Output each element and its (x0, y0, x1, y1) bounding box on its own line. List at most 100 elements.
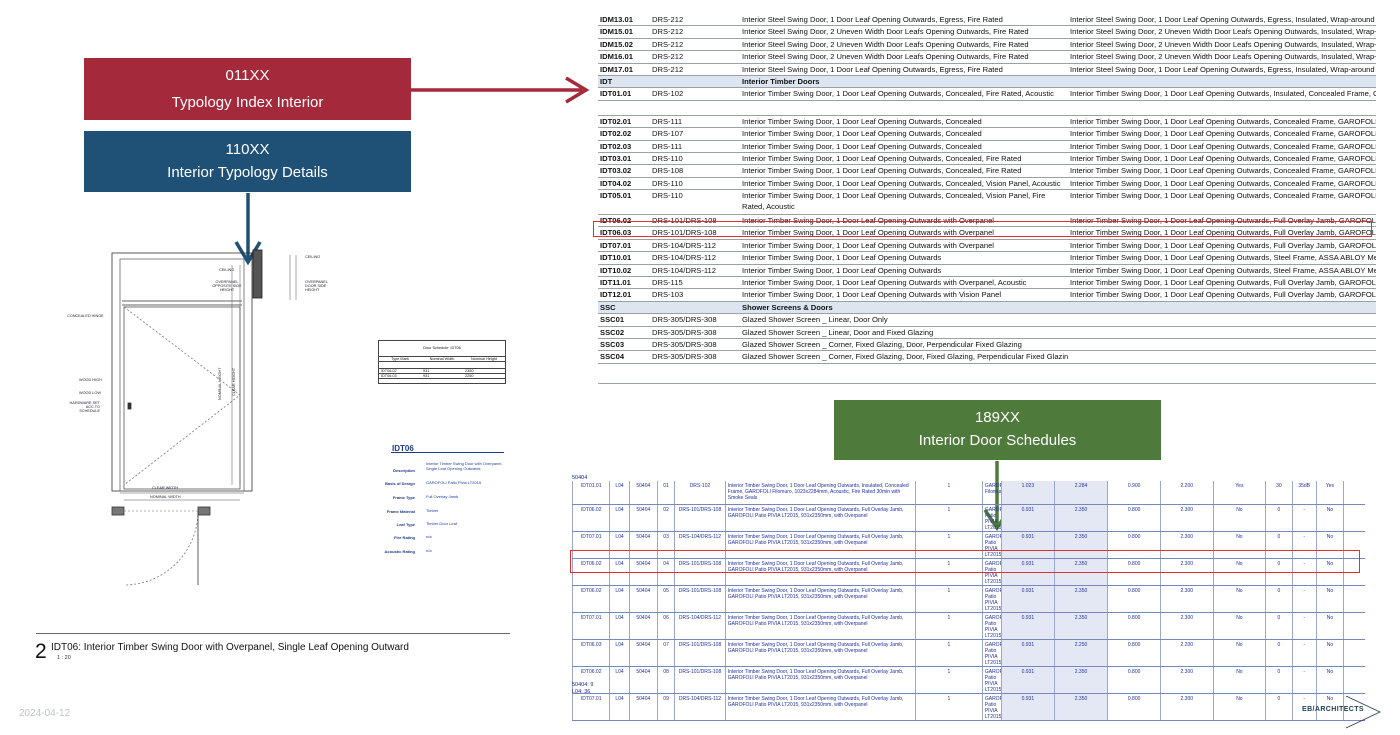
schedule-cell-fire: No (1212, 639, 1266, 667)
highlight-idt06-index-row (593, 221, 1372, 237)
drawing-ref (650, 75, 740, 89)
type-description: Interior Timber Swing Door, 1 Door Leaf … (740, 164, 1068, 178)
schedule-cell-room: 50404 (628, 693, 658, 721)
schedule-cell-room: 50404 (628, 481, 658, 505)
typology-index-table: IDM13.01 DRS-212 Interior Steel Swing Door… (598, 14, 1376, 364)
drawing-ref: DRS-110 (650, 189, 740, 216)
type-code: IDT03.02 (598, 164, 650, 178)
schedule-cell-product: GAROFOLI Patio PIVIA LT2015 (981, 504, 1002, 532)
table-row: IDT02.01 DRS-111 Interior Timber Swing Doo… (598, 115, 1376, 129)
schedule-cell-w: 0.931 (1001, 666, 1055, 694)
overpanel-opposite-label: OVERPANEL OPPOSITE SIDE HEIGHT (212, 280, 242, 292)
schedule-row: IDT06.02 L04 50404 02 DRS-101/DRS-108 Interio… (571, 504, 1365, 532)
type-description: Interior Timber Swing Door, 1 Door Leaf … (740, 264, 1068, 278)
schedule-cell-fire: No (1212, 693, 1266, 721)
drawing-ref: DRS-110 (650, 152, 740, 166)
schedule-cell-level: L04 (609, 666, 630, 694)
schedule-cell-fr: 0 (1265, 639, 1293, 667)
schedule-cell-qty: 1 (915, 504, 983, 532)
box-code: 189XX (974, 409, 1021, 426)
type-specification: Interior Timber Swing Door, 1 Door Leaf … (1068, 239, 1376, 253)
schedule-cell-cw: 0.800 (1107, 558, 1161, 586)
schedule-cell-ch: 2.300 (1159, 585, 1214, 613)
type-description: Interior Timber Swing Door, 1 Door Leaf … (740, 288, 1068, 302)
type-specification: Interior Steel Swing Door, 1 Door Leaf O… (1068, 14, 1376, 27)
drawing-ref: DRS-305/DRS-308 (650, 326, 740, 340)
type-code: IDT10.02 (598, 264, 650, 278)
type-code: IDT01.01 (598, 87, 650, 101)
nominal-width-label: NOMINAL WIDTH (150, 495, 181, 499)
schedule-cell-ch: 2.300 (1159, 504, 1214, 532)
schedule-cell-fr: 0 (1265, 666, 1293, 694)
typology-index-interior-box: 011XX Typology Index Interior (84, 58, 411, 120)
schedule-cell-ac: - (1291, 666, 1317, 694)
type-code: IDT (598, 75, 650, 89)
table-row: IDT02.02 DRS-107 Interior Timber Swing Doo… (598, 127, 1376, 141)
schedule-cell-ref: DRS-104/DRS-112 (674, 693, 726, 721)
type-specification: Interior Timber Swing Door, 1 Door Leaf … (1068, 251, 1376, 265)
schedule-cell-w: 1.023 (1001, 481, 1055, 505)
schedule-cell-h: 2.350 (1053, 504, 1108, 532)
schedule-cell-w: 0.931 (1001, 693, 1055, 721)
property-value: Timber (426, 508, 439, 513)
type-specification (1068, 301, 1376, 315)
drawing-ref: DRS-104/DRS-112 (650, 264, 740, 278)
mini-cell: IDT06.02 (381, 369, 397, 373)
schedule-cell-desc: Interior Timber Swing Door, 1 Door Leaf … (724, 531, 916, 559)
schedule-cell-cw: 0.900 (1107, 481, 1161, 505)
drawing-ref: DRS-212 (650, 38, 740, 52)
type-specification: Interior Steel Swing Door, 2 Uneven Widt… (1068, 50, 1376, 64)
schedule-cell-blank (1343, 504, 1365, 532)
schedule-cell-room: 50404 (628, 666, 658, 694)
type-description: Interior Steel Swing Door, 1 Door Leaf O… (740, 14, 1068, 27)
drawing-ref: DRS-305/DRS-308 (650, 313, 740, 327)
schedule-room-count: 50404: 9 (572, 682, 594, 688)
table-row: SSC01 DRS-305/DRS-308 Glazed Shower Screen… (598, 313, 1376, 327)
table-row: IDT05.01 DRS-110 Interior Timber Swing Doo… (598, 189, 1376, 216)
type-specification: Interior Timber Swing Door, 1 Door Leaf … (1068, 87, 1376, 101)
wood-low-label: WOOD LOW (79, 391, 101, 395)
caption-number: 2 (35, 640, 47, 663)
schedule-cell-level: L04 (609, 531, 630, 559)
schedule-cell-room: 50404 (628, 504, 658, 532)
schedule-cell-ref: DRS-102 (674, 481, 726, 505)
property-label: Description (392, 468, 415, 473)
type-description: Interior Steel Swing Door, 2 Uneven Widt… (740, 38, 1068, 52)
table-row: IDM17.01 DRS-212 Interior Steel Swing Door… (598, 63, 1376, 76)
schedule-cell-desc: Interior Timber Swing Door, 1 Door Leaf … (724, 585, 916, 613)
table-row: IDT03.02 DRS-108 Interior Timber Swing Doo… (598, 164, 1376, 178)
schedule-cell-ch: 2.200 (1159, 639, 1214, 667)
drawing-ref: DRS-305/DRS-308 (650, 338, 740, 352)
schedule-cell-qty: 1 (915, 693, 983, 721)
box-title: Typology Index Interior (171, 94, 324, 111)
date-stamp: 2024-04-12 (19, 708, 71, 719)
property-label: Fire Rating (394, 535, 415, 540)
table-row: IDT02.03 DRS-111 Interior Timber Swing Doo… (598, 140, 1376, 153)
ceiling-label-left: CEILING (219, 268, 235, 272)
schedule-cell-fire: No (1212, 666, 1266, 694)
drawing-ref: DRS-212 (650, 50, 740, 64)
table-row: IDT10.02 DRS-104/DRS-112 Interior Timber S… (598, 264, 1376, 278)
schedule-cell-ref: DRS-101/DRS-108 (674, 504, 726, 532)
schedule-cell-qty: 1 (915, 612, 983, 640)
mini-cell: 931 (423, 374, 430, 378)
property-label: Acoustic Rating (384, 549, 415, 554)
schedule-cell-fire: Yes (1212, 481, 1266, 505)
property-value: Full Overlay Jamb (426, 494, 459, 499)
type-description: Interior Timber Swing Door, 1 Door Leaf … (740, 127, 1068, 141)
schedule-cell-ac: - (1291, 693, 1317, 721)
schedule-cell-desc: Interior Timber Swing Door, 1 Door Leaf … (724, 639, 916, 667)
caption-rule (36, 633, 510, 634)
property-value: Timber Door Leaf (426, 521, 457, 526)
schedule-cell-h: 2.350 (1053, 558, 1108, 586)
type-specification: Interior Timber Swing Door, 1 Door Leaf … (1068, 127, 1376, 141)
hardware-set-label: HARDWARE SET ACC.TO SCHEDULE (69, 401, 100, 413)
type-code: IDT12.01 (598, 288, 650, 302)
schedule-cell-qty: 1 (915, 558, 983, 586)
spacer-row (598, 100, 1376, 116)
drawing-ref (650, 301, 740, 315)
schedule-cell-product: GAROFOLI Patio PIVIA LT2015 (981, 558, 1002, 586)
schedule-cell-fr: 0 (1265, 504, 1293, 532)
schedule-cell-seal: No (1315, 639, 1344, 667)
type-code: SSC (598, 301, 650, 315)
